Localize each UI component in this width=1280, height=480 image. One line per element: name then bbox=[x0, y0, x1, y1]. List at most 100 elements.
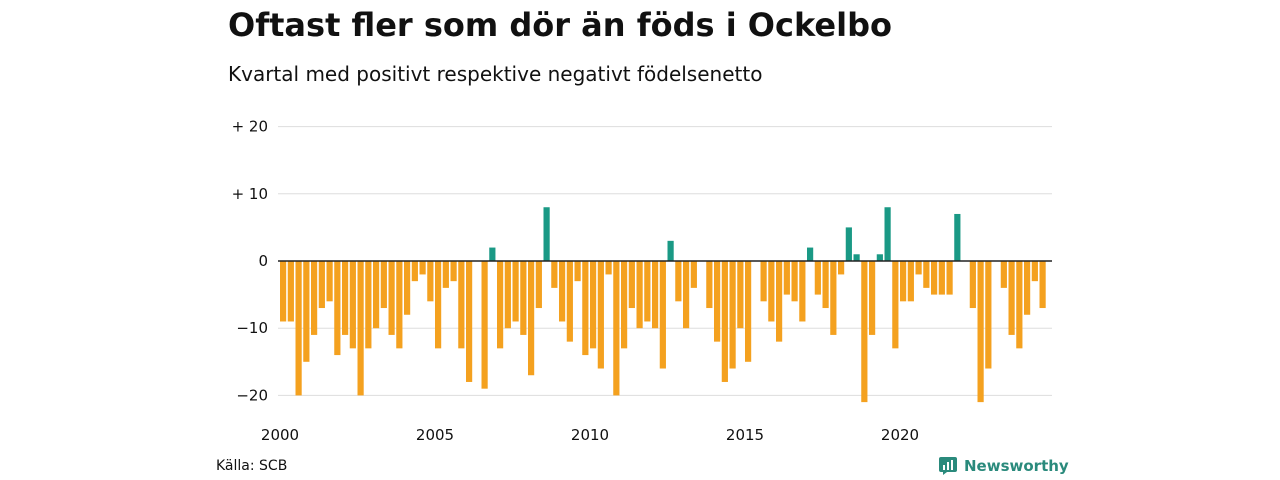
bar-negative bbox=[450, 261, 457, 282]
bar-negative bbox=[419, 261, 426, 275]
bar-negative bbox=[411, 261, 418, 282]
x-tick-label: 2015 bbox=[726, 426, 764, 444]
bar-negative bbox=[985, 261, 992, 369]
y-tick-label: + 20 bbox=[232, 118, 268, 136]
bar-negative bbox=[791, 261, 798, 302]
bar-negative bbox=[349, 261, 356, 349]
bar-negative bbox=[318, 261, 325, 309]
bar-negative bbox=[559, 261, 566, 322]
bar-negative bbox=[838, 261, 845, 275]
bar-negative bbox=[1039, 261, 1046, 309]
bar-negative bbox=[659, 261, 666, 369]
bar-negative bbox=[597, 261, 604, 369]
bar-positive bbox=[954, 213, 961, 261]
bar-negative bbox=[799, 261, 806, 322]
bar-negative bbox=[1000, 261, 1007, 288]
bar-negative bbox=[931, 261, 938, 295]
x-axis-ticks: 2000 2005 2010 2015 2020 bbox=[261, 426, 919, 444]
bar-positive bbox=[876, 254, 883, 261]
brand-label: Newsworthy bbox=[964, 457, 1069, 475]
bar-negative bbox=[783, 261, 790, 295]
bar-negative bbox=[690, 261, 697, 288]
bar-negative bbox=[628, 261, 635, 309]
bar-negative bbox=[706, 261, 713, 309]
bar-negative bbox=[760, 261, 767, 302]
bar-negative bbox=[303, 261, 310, 362]
bar-negative bbox=[574, 261, 581, 282]
bar-negative bbox=[326, 261, 333, 302]
bar-negative bbox=[504, 261, 511, 329]
bar-negative bbox=[644, 261, 651, 322]
bar-negative bbox=[404, 261, 411, 315]
bar-negative bbox=[1008, 261, 1015, 335]
bar-positive bbox=[807, 247, 814, 261]
bar-negative bbox=[721, 261, 728, 382]
bar-negative bbox=[481, 261, 488, 389]
bar-negative bbox=[946, 261, 953, 295]
bar-negative bbox=[427, 261, 434, 302]
bars bbox=[280, 207, 1046, 403]
bar-negative bbox=[683, 261, 690, 329]
bar-negative bbox=[900, 261, 907, 302]
bar-negative bbox=[582, 261, 589, 356]
bar-negative bbox=[907, 261, 914, 302]
y-tick-label: 0 bbox=[258, 252, 268, 270]
bar-negative bbox=[737, 261, 744, 329]
newsworthy-icon bbox=[939, 457, 957, 475]
x-tick-label: 2005 bbox=[416, 426, 454, 444]
bar-negative bbox=[334, 261, 341, 356]
bar-negative bbox=[435, 261, 442, 349]
bar-negative bbox=[636, 261, 643, 329]
bar-negative bbox=[1024, 261, 1031, 315]
bar-negative bbox=[590, 261, 597, 349]
x-tick-label: 2020 bbox=[881, 426, 919, 444]
bar-negative bbox=[714, 261, 721, 342]
bar-negative bbox=[497, 261, 504, 349]
bar-negative bbox=[892, 261, 899, 349]
bar-negative bbox=[915, 261, 922, 275]
bar-negative bbox=[520, 261, 527, 335]
bar-negative bbox=[776, 261, 783, 342]
y-tick-label: −10 bbox=[236, 319, 268, 337]
bar-negative bbox=[613, 261, 620, 396]
bar-negative bbox=[830, 261, 837, 335]
bar-positive bbox=[489, 247, 496, 261]
bar-negative bbox=[1031, 261, 1038, 282]
y-tick-label: + 10 bbox=[232, 185, 268, 203]
bar-negative bbox=[287, 261, 294, 322]
bar-negative bbox=[535, 261, 542, 309]
bar-negative bbox=[814, 261, 821, 295]
bar-positive bbox=[667, 240, 674, 261]
bar-negative bbox=[675, 261, 682, 302]
bar-negative bbox=[380, 261, 387, 309]
bar-negative bbox=[466, 261, 473, 382]
bar-negative bbox=[357, 261, 364, 396]
bar-negative bbox=[969, 261, 976, 309]
bar-negative bbox=[977, 261, 984, 403]
bar-negative bbox=[869, 261, 876, 335]
bar-negative bbox=[605, 261, 612, 275]
chart-subtitle: Kvartal med positivt respektive negativt… bbox=[228, 62, 763, 86]
bar-negative bbox=[528, 261, 535, 376]
x-tick-label: 2000 bbox=[261, 426, 299, 444]
x-tick-label: 2010 bbox=[571, 426, 609, 444]
bar-negative bbox=[373, 261, 380, 329]
bar-positive bbox=[884, 207, 891, 261]
bar-negative bbox=[342, 261, 349, 335]
y-axis-ticks: + 20 + 10 0 −10 −20 bbox=[232, 118, 268, 405]
bar-negative bbox=[1016, 261, 1023, 349]
bar-negative bbox=[768, 261, 775, 322]
bar-negative bbox=[938, 261, 945, 295]
bar-positive bbox=[845, 227, 852, 261]
bar-negative bbox=[923, 261, 930, 288]
bar-negative bbox=[512, 261, 519, 322]
bar-positive bbox=[543, 207, 550, 261]
bar-negative bbox=[729, 261, 736, 369]
bar-negative bbox=[458, 261, 465, 349]
bar-negative bbox=[295, 261, 302, 396]
y-tick-label: −20 bbox=[236, 386, 268, 404]
bar-negative bbox=[621, 261, 628, 349]
newsworthy-logo: Newsworthy bbox=[938, 456, 1069, 476]
bar-negative bbox=[442, 261, 449, 288]
chart-title: Oftast fler som dör än föds i Ockelbo bbox=[228, 6, 892, 44]
